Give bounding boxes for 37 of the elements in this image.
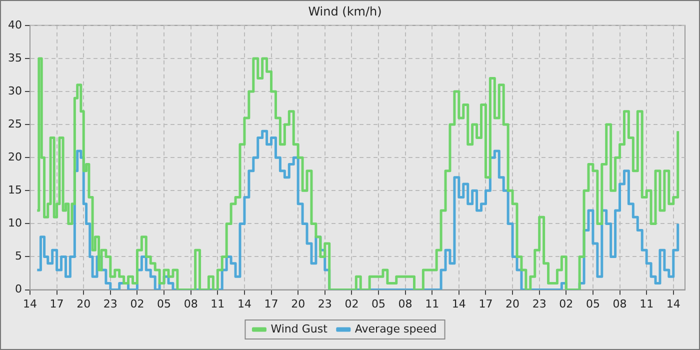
- x-tick-label: 02: [344, 297, 359, 310]
- y-tick-label: 5: [14, 250, 22, 263]
- x-tick-label: 14: [237, 297, 252, 310]
- y-tick-label: 15: [8, 184, 22, 197]
- y-tick-label: 30: [8, 84, 22, 98]
- x-tick-label: 02: [559, 297, 574, 310]
- x-tick-label: 05: [586, 297, 600, 310]
- x-tick-label: 02: [130, 297, 144, 310]
- x-tick-label: 05: [157, 297, 172, 310]
- chart-title: Wind (km/h): [308, 4, 382, 18]
- x-tick-label: 08: [398, 297, 412, 310]
- x-tick-label: 20: [291, 297, 306, 310]
- x-tick-label: 11: [425, 297, 440, 310]
- x-tick-label: 11: [210, 297, 225, 310]
- x-tick-label: 23: [318, 297, 332, 310]
- x-tick-label: 20: [76, 297, 91, 310]
- x-tick-label: 17: [478, 297, 493, 310]
- y-tick-label: 25: [8, 117, 22, 130]
- y-tick-label: 40: [8, 18, 22, 32]
- x-tick-label: 14: [666, 297, 680, 310]
- y-tick-label: 35: [8, 51, 22, 64]
- legend-label: Average speed: [354, 322, 437, 336]
- legend-label: Wind Gust: [270, 322, 328, 336]
- y-tick-label: 10: [8, 216, 22, 230]
- x-tick-label: 23: [103, 297, 118, 310]
- x-tick-label: 08: [184, 297, 198, 310]
- x-tick-label: 23: [532, 297, 546, 310]
- x-tick-label: 17: [264, 297, 278, 310]
- y-tick-label: 20: [8, 150, 22, 164]
- x-tick-label: 14: [452, 297, 466, 310]
- x-tick-label: 08: [612, 297, 627, 310]
- x-tick-label: 05: [372, 297, 386, 310]
- x-tick-label: 17: [50, 297, 64, 310]
- x-tick-label: 14: [22, 297, 37, 310]
- y-tick-label: 0: [14, 282, 22, 296]
- x-tick-label: 11: [640, 297, 654, 310]
- x-tick-label: 20: [506, 297, 520, 310]
